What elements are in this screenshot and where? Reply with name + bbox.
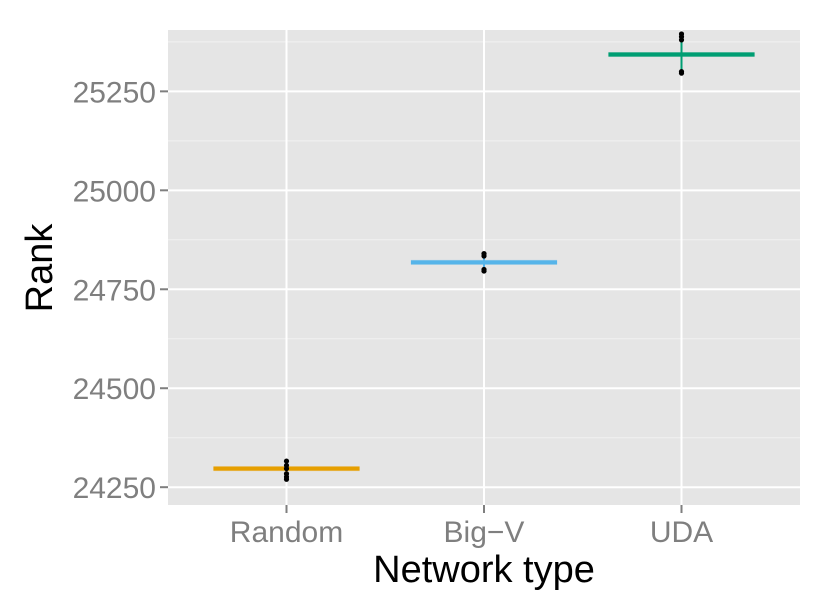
x-axis-title: Network type <box>373 549 595 591</box>
data-point <box>283 458 290 464</box>
y-tick-label: 24250 <box>73 472 156 505</box>
data-point <box>678 68 685 75</box>
y-tick-label: 24500 <box>73 373 156 406</box>
major-grid <box>168 30 800 505</box>
x-tick-label: Random <box>230 516 343 549</box>
y-tick-label: 25250 <box>73 76 156 109</box>
data-point <box>283 462 290 469</box>
y-axis: 24250 24500 24750 25000 25250 <box>73 76 168 505</box>
data-point <box>678 31 685 37</box>
data-point <box>481 266 487 273</box>
data-layer <box>213 31 755 482</box>
data-point <box>481 251 487 257</box>
y-tick-label: 24750 <box>73 274 156 307</box>
x-tick-label: UDA <box>650 516 713 549</box>
x-axis: Random Big−V UDA <box>230 505 713 549</box>
data-point <box>283 471 290 477</box>
x-tick-label: Big−V <box>444 516 525 549</box>
y-axis-title: Rank <box>19 223 61 313</box>
y-tick-label: 25000 <box>73 175 156 208</box>
